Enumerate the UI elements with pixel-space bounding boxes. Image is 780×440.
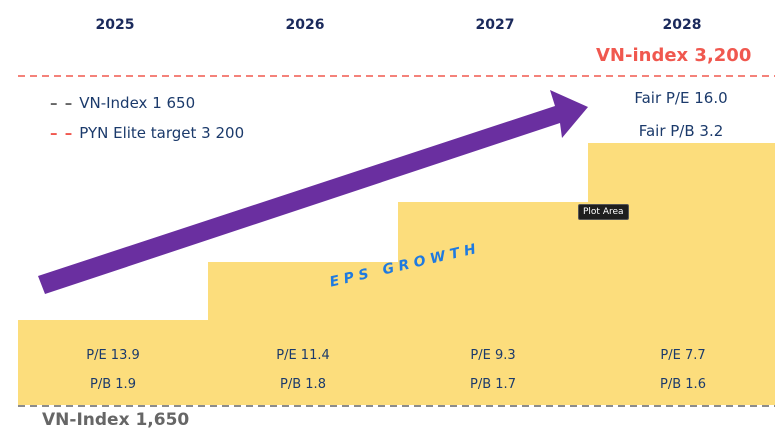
pb-2025: P/B 1.9	[90, 377, 136, 392]
step-bar-2027	[398, 202, 588, 405]
legend-item-vn-index: – – VN-Index 1 650	[50, 94, 195, 112]
step-bar-2028	[588, 143, 775, 405]
fair-pb: Fair P/B 3.2	[638, 122, 724, 140]
pb-2026: P/B 1.8	[280, 377, 326, 392]
step-bar-2026	[208, 262, 398, 405]
legend-label: VN-Index 1 650	[79, 94, 196, 112]
pe-2028: P/E 7.7	[660, 348, 706, 363]
pe-2027: P/E 9.3	[470, 348, 516, 363]
target-label: VN-index 3,200	[596, 45, 752, 66]
base-label: VN-Index 1,650	[42, 410, 190, 430]
step-bar-2025	[18, 320, 208, 405]
pb-2027: P/B 1.7	[470, 377, 516, 392]
fair-pe: Fair P/E 16.0	[634, 89, 728, 107]
pe-2026: P/E 11.4	[276, 348, 330, 363]
year-2027: 2027	[475, 17, 515, 33]
legend-item-target: – – PYN Elite target 3 200	[50, 124, 244, 142]
growth-arrow	[38, 90, 588, 294]
legend-label: PYN Elite target 3 200	[79, 124, 245, 142]
year-2025: 2025	[95, 17, 135, 33]
pe-2025: P/E 13.9	[86, 348, 140, 363]
year-2026: 2026	[285, 17, 325, 33]
grey-dash-icon: – –	[50, 94, 74, 112]
year-2028: 2028	[662, 17, 702, 33]
pb-2028: P/B 1.6	[660, 377, 706, 392]
plot-area-tooltip: Plot Area	[578, 204, 629, 220]
red-dash-icon: – –	[50, 124, 74, 142]
